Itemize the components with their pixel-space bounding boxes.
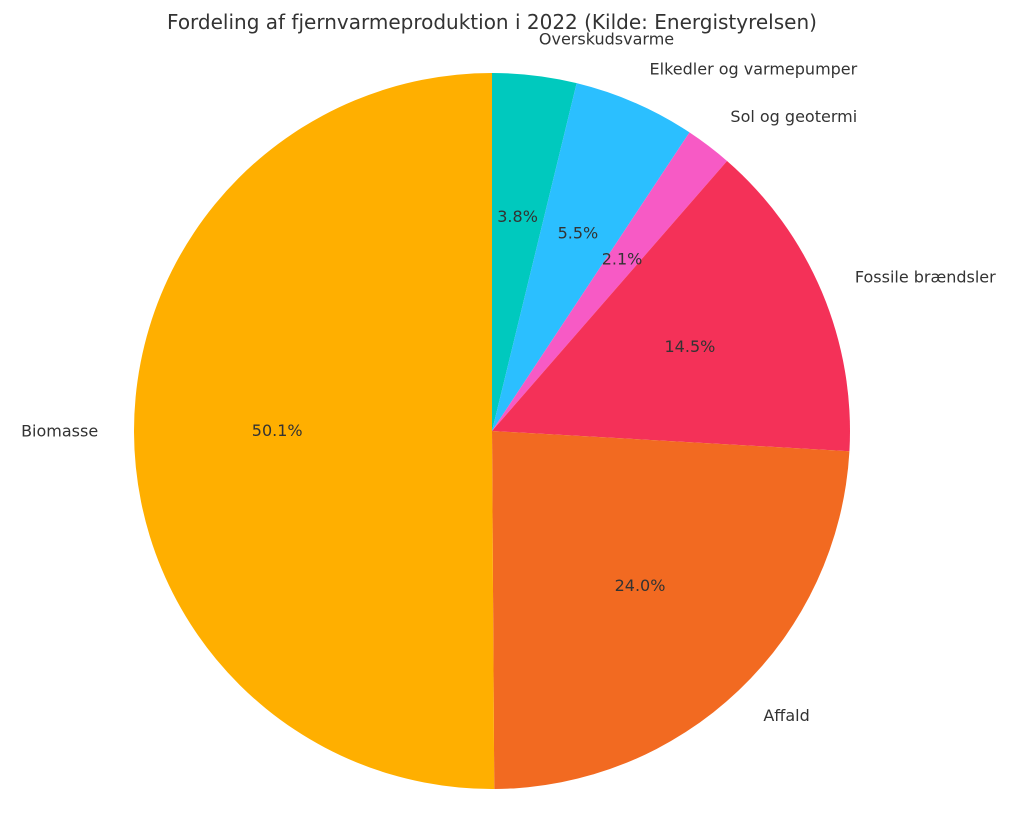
slice-biomasse [133, 73, 495, 789]
slice-elkedler-og-varmepumper [492, 83, 690, 432]
chart-title: Fordeling af fjernvarmeproduktion i 2022… [167, 10, 817, 34]
slice-percent-biomasse: 50.1% [252, 421, 303, 440]
slice-sol-og-geotermi [492, 132, 728, 432]
slice-label-sol-og-geotermi: Sol og geotermi [730, 107, 857, 126]
slice-percent-sol-og-geotermi: 2.1% [602, 250, 643, 269]
slice-affald [492, 431, 850, 789]
slice-label-affald: Affald [763, 706, 809, 725]
slice-fossile-brændsler [492, 160, 850, 452]
pie-slices [133, 73, 850, 789]
slice-label-biomasse: Biomasse [21, 422, 98, 441]
slice-overskudsvarme [492, 73, 577, 431]
slice-percent-affald: 24.0% [615, 576, 666, 595]
slice-label-elkedler-og-varmepumper: Elkedler og varmepumper [650, 60, 858, 79]
slice-percent-fossile-brændsler: 14.5% [665, 337, 716, 356]
slice-percent-overskudsvarme: 3.8% [497, 207, 538, 226]
slice-percent-elkedler-og-varmepumper: 5.5% [558, 224, 599, 243]
pie-labels: Overskudsvarme 3.8% Elkedler og varmepumpe… [21, 30, 996, 725]
slice-label-fossile-brændsler: Fossile brændsler [855, 268, 996, 287]
slice-label-overskudsvarme: Overskudsvarme [539, 30, 674, 49]
